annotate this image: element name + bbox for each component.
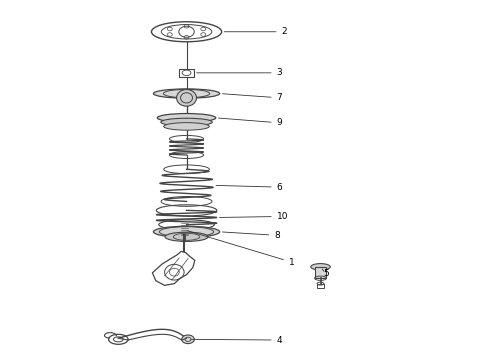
Ellipse shape xyxy=(176,90,196,106)
Text: 2: 2 xyxy=(224,27,287,36)
Text: 10: 10 xyxy=(220,212,288,221)
Bar xyxy=(317,284,324,288)
Text: 1: 1 xyxy=(188,231,294,267)
Ellipse shape xyxy=(153,226,220,237)
Text: 9: 9 xyxy=(219,118,282,127)
Text: 6: 6 xyxy=(216,183,282,192)
Text: 3: 3 xyxy=(196,68,282,77)
Text: 5: 5 xyxy=(322,269,329,278)
Ellipse shape xyxy=(164,123,209,130)
Ellipse shape xyxy=(311,264,330,270)
Text: 8: 8 xyxy=(222,231,280,240)
Text: 7: 7 xyxy=(222,93,282,102)
Bar xyxy=(315,267,326,278)
Ellipse shape xyxy=(157,113,216,122)
Ellipse shape xyxy=(182,335,195,343)
Ellipse shape xyxy=(161,118,212,126)
Text: 4: 4 xyxy=(191,336,282,345)
Ellipse shape xyxy=(153,89,220,98)
Bar xyxy=(179,69,194,77)
Ellipse shape xyxy=(165,232,208,242)
